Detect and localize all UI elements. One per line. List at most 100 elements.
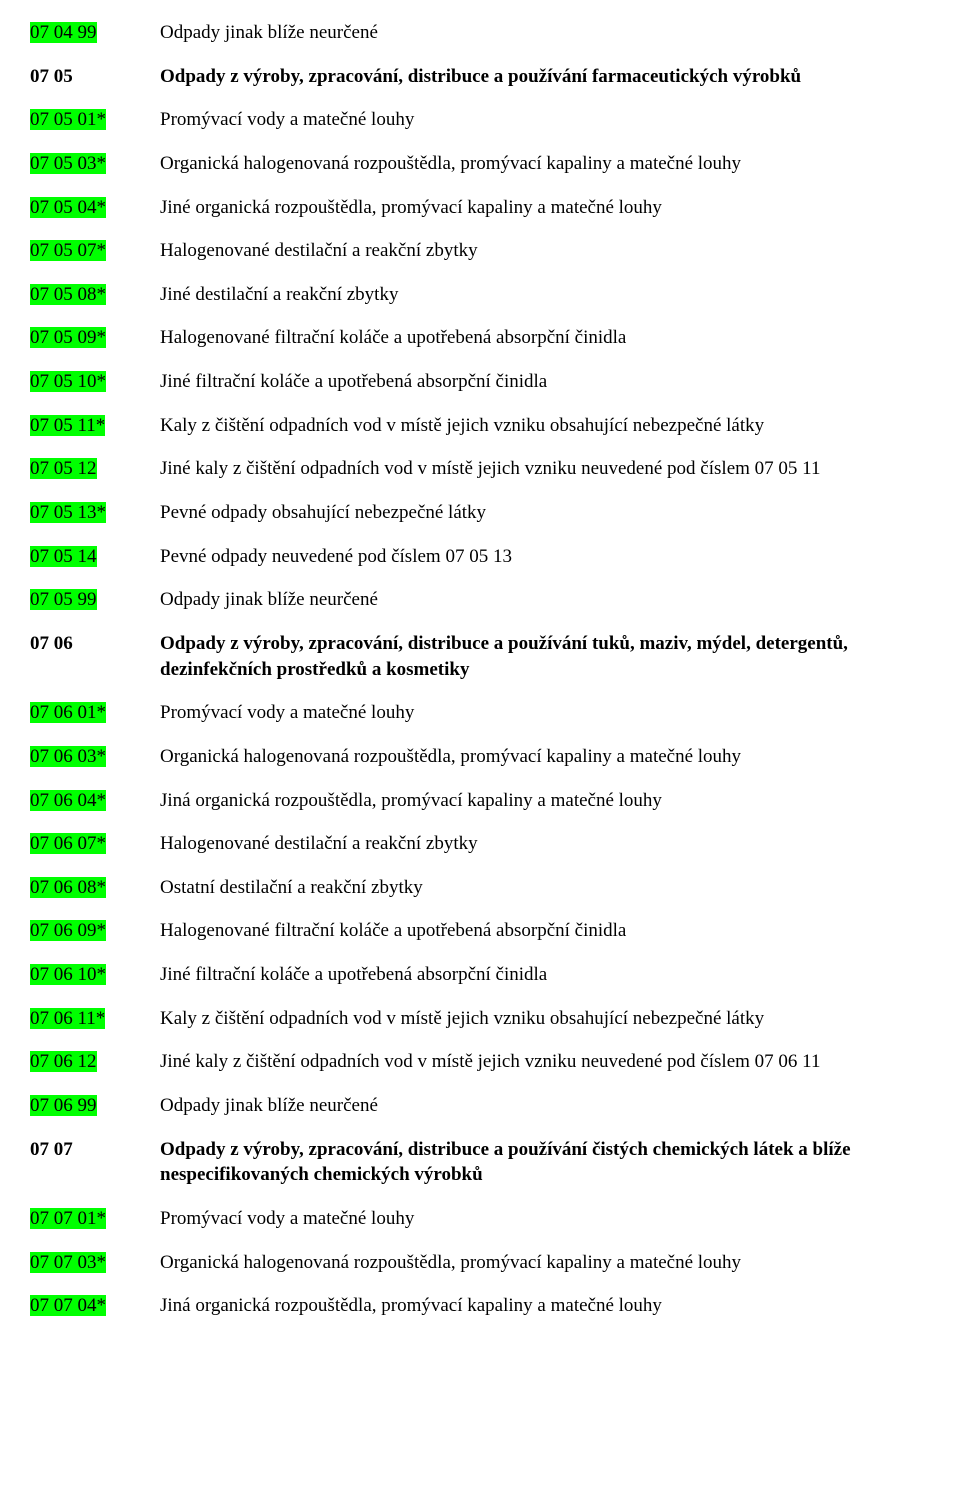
waste-description: Promývací vody a matečné louhy [160,700,930,726]
waste-code: 07 06 [30,633,73,654]
waste-description: Organická halogenovaná rozpouštědla, pro… [160,151,930,177]
waste-description: Jiná organická rozpouštědla, promývací k… [160,788,930,814]
code-cell: 07 05 07* [30,238,160,264]
waste-code: 07 05 12 [30,458,97,479]
table-row: 07 04 99Odpady jinak blíže neurčené [30,20,930,46]
waste-description: Halogenované destilační a reakční zbytky [160,831,930,857]
table-row: 07 07 04* Jiná organická rozpouštědla, pr… [30,1293,930,1319]
waste-code: 07 04 99 [30,22,97,43]
code-cell: 07 05 99 [30,587,160,613]
waste-code: 07 06 03* [30,746,106,767]
table-row: 07 05 04* Jiné organická rozpouštědla, pr… [30,195,930,221]
code-cell: 07 05 10* [30,369,160,395]
code-cell: 07 06 04* [30,788,160,814]
code-cell: 07 05 13* [30,500,160,526]
waste-description: Odpady z výroby, zpracování, distribuce … [160,1137,930,1188]
waste-code: 07 06 07* [30,833,106,854]
waste-code: 07 05 03* [30,153,106,174]
code-cell: 07 07 [30,1137,160,1163]
waste-description: Halogenované filtrační koláče a upotřebe… [160,325,930,351]
table-row: 07 06 08*Ostatní destilační a reakční zb… [30,875,930,901]
waste-code: 07 05 09* [30,327,106,348]
waste-code: 07 07 03* [30,1252,106,1273]
waste-code: 07 05 04* [30,197,106,218]
table-row: 07 06 07* Halogenované destilační a reakč… [30,831,930,857]
table-row: 07 05 13* Pevné odpady obsahující nebezpe… [30,500,930,526]
waste-code: 07 06 04* [30,790,106,811]
table-row: 07 06 03* Organická halogenovaná rozpoušt… [30,744,930,770]
code-cell: 07 06 08* [30,875,160,901]
waste-description: Jiné organická rozpouštědla, promývací k… [160,195,930,221]
table-row: 07 07 Odpady z výroby, zpracování, distri… [30,1137,930,1188]
waste-code: 07 05 14 [30,546,97,567]
table-row: 07 05 03* Organická halogenovaná rozpoušt… [30,151,930,177]
table-row: 07 06 Odpady z výroby, zpracování, distri… [30,631,930,682]
waste-description: Jiná organická rozpouštědla, promývací k… [160,1293,930,1319]
waste-code: 07 05 99 [30,589,97,610]
waste-description: Jiné kaly z čištění odpadních vod v míst… [160,1049,930,1075]
waste-description: Promývací vody a matečné louhy [160,1206,930,1232]
code-cell: 07 05 03* [30,151,160,177]
table-row: 07 06 12Jiné kaly z čištění odpadních vo… [30,1049,930,1075]
code-cell: 07 06 01* [30,700,160,726]
table-row: 07 06 04* Jiná organická rozpouštědla, pr… [30,788,930,814]
code-cell: 07 05 04* [30,195,160,221]
code-cell: 07 05 [30,64,160,90]
code-cell: 07 06 11* [30,1006,160,1032]
waste-code: 07 07 [30,1139,73,1160]
table-row: 07 05 12Jiné kaly z čištění odpadních vo… [30,456,930,482]
table-row: 07 05 10* Jiné filtrační koláče a upotřeb… [30,369,930,395]
waste-code: 07 05 07* [30,240,106,261]
code-cell: 07 05 11* [30,413,160,439]
code-cell: 07 05 01* [30,107,160,133]
table-row: 07 06 11* Kaly z čištění odpadních vod v … [30,1006,930,1032]
waste-code: 07 05 10* [30,371,106,392]
table-row: 07 07 03* Organická halogenovaná rozpoušt… [30,1250,930,1276]
waste-description: Jiné destilační a reakční zbytky [160,282,930,308]
waste-code: 07 05 [30,66,73,87]
waste-description: Pevné odpady obsahující nebezpečné látky [160,500,930,526]
code-cell: 07 06 [30,631,160,657]
code-cell: 07 05 09* [30,325,160,351]
code-cell: 07 05 08* [30,282,160,308]
waste-code: 07 06 08* [30,877,106,898]
table-row: 07 06 09* Halogenované filtrační koláče a… [30,918,930,944]
table-row: 07 05Odpady z výroby, zpracování, distri… [30,64,930,90]
table-row: 07 05 11*Kaly z čištění odpadních vod v … [30,413,930,439]
waste-code: 07 06 01* [30,702,106,723]
waste-description: Jiné filtrační koláče a upotřebená absor… [160,369,930,395]
waste-description: Organická halogenovaná rozpouštědla, pro… [160,1250,930,1276]
waste-description: Organická halogenovaná rozpouštědla, pro… [160,744,930,770]
code-cell: 07 04 99 [30,20,160,46]
waste-code: 07 06 11* [30,1008,105,1029]
waste-description: Pevné odpady neuvedené pod číslem 07 05 … [160,544,930,570]
table-row: 07 06 01* Promývací vody a matečné louhy [30,700,930,726]
code-cell: 07 07 01* [30,1206,160,1232]
table-row: 07 06 10* Jiné filtrační koláče a upotřeb… [30,962,930,988]
waste-code: 07 06 99 [30,1095,97,1116]
code-cell: 07 07 04* [30,1293,160,1319]
code-cell: 07 06 12 [30,1049,160,1075]
table-row: 07 05 09* Halogenované filtrační koláče a… [30,325,930,351]
waste-code: 07 06 10* [30,964,106,985]
waste-code: 07 06 09* [30,920,106,941]
code-cell: 07 07 03* [30,1250,160,1276]
table-row: 07 06 99 Odpady jinak blíže neurčené [30,1093,930,1119]
waste-description: Odpady jinak blíže neurčené [160,587,930,613]
waste-description: Jiné filtrační koláče a upotřebená absor… [160,962,930,988]
code-cell: 07 06 07* [30,831,160,857]
waste-code: 07 07 04* [30,1295,106,1316]
waste-description: Odpady z výroby, zpracování, distribuce … [160,631,930,682]
waste-code: 07 05 13* [30,502,106,523]
waste-code-list: 07 04 99Odpady jinak blíže neurčené07 05… [30,20,930,1319]
waste-code: 07 07 01* [30,1208,106,1229]
code-cell: 07 06 10* [30,962,160,988]
code-cell: 07 05 14 [30,544,160,570]
waste-description: Promývací vody a matečné louhy [160,107,930,133]
table-row: 07 05 01*Promývací vody a matečné louhy [30,107,930,133]
waste-description: Odpady jinak blíže neurčené [160,1093,930,1119]
code-cell: 07 06 99 [30,1093,160,1119]
waste-description: Halogenované filtrační koláče a upotřebe… [160,918,930,944]
waste-description: Kaly z čištění odpadních vod v místě jej… [160,1006,930,1032]
code-cell: 07 06 03* [30,744,160,770]
